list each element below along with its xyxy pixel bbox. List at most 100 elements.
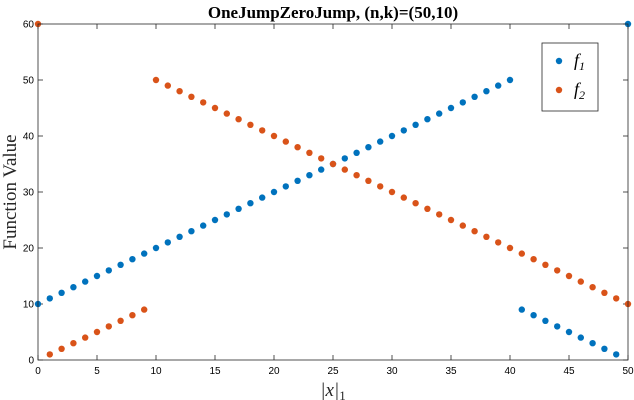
- data-point-f1: [82, 278, 89, 285]
- x-tick-label: 5: [94, 366, 100, 377]
- plot-frame: [37, 23, 629, 361]
- x-tick-label: 0: [35, 366, 41, 377]
- data-point-f2: [46, 351, 53, 358]
- chart-title: OneJumpZeroJump, (n,k)=(50,10): [208, 3, 458, 22]
- data-point-f2: [377, 183, 384, 190]
- data-point-f2: [565, 272, 573, 280]
- legend-marker-f2: [555, 86, 563, 94]
- data-point-f1: [400, 127, 407, 134]
- data-point-f1: [93, 272, 101, 280]
- data-point-f1: [577, 334, 584, 341]
- data-point-f2: [353, 172, 360, 179]
- data-point-f2: [530, 256, 537, 263]
- data-point-f2: [542, 261, 549, 268]
- x-tick-label: 40: [504, 366, 516, 377]
- data-point-f1: [424, 116, 431, 123]
- x-tick-label: 45: [563, 366, 575, 377]
- data-point-f1: [270, 188, 278, 196]
- y-axis-label: Function Value: [0, 134, 21, 249]
- data-point-f2: [554, 267, 561, 274]
- data-point-f1: [377, 138, 384, 145]
- x-axis-ticks: 0 5 10 15 20 25 30 35 40 45 50: [35, 24, 634, 377]
- data-point-f2: [400, 194, 407, 201]
- data-point-f1: [542, 317, 549, 324]
- data-point-f2: [141, 306, 148, 313]
- data-point-f2: [247, 121, 254, 128]
- data-point-f1: [412, 121, 419, 128]
- data-point-f2: [70, 340, 77, 347]
- x-tick-label: 15: [209, 366, 221, 377]
- data-point-f2: [518, 250, 525, 257]
- x-tick-label: 50: [622, 366, 634, 377]
- data-point-f2: [235, 116, 242, 123]
- data-point-f2: [129, 312, 136, 319]
- data-point-f1: [129, 256, 136, 263]
- legend-label-f1-name: f: [574, 50, 582, 70]
- x-tick-label: 30: [386, 366, 398, 377]
- data-point-f2: [176, 88, 183, 95]
- y-axis-ticks: 0 10 20 30 40 50 60: [23, 20, 628, 367]
- legend-label-f1: f1: [574, 50, 585, 73]
- data-point-f1: [70, 284, 77, 291]
- x-tick-label: 35: [445, 366, 457, 377]
- data-point-f1: [447, 104, 455, 112]
- data-point-f1: [554, 323, 561, 330]
- data-point-f2: [211, 104, 219, 112]
- data-point-f1: [471, 93, 478, 101]
- data-point-f1: [341, 155, 348, 162]
- data-point-f2: [294, 144, 301, 151]
- data-point-f2: [388, 188, 396, 196]
- data-point-f1: [211, 216, 219, 224]
- data-point-f2: [58, 345, 65, 352]
- data-point-f2: [318, 155, 325, 162]
- data-point-f2: [471, 228, 478, 235]
- data-point-f2: [188, 93, 195, 101]
- data-point-f2: [613, 295, 620, 302]
- data-point-f2: [105, 323, 113, 330]
- data-point-f2: [589, 284, 596, 291]
- data-point-f1: [589, 340, 596, 347]
- data-point-f2: [93, 328, 101, 336]
- legend-label-f2-subscript: 2: [579, 88, 585, 102]
- data-points: [34, 20, 632, 358]
- data-point-f1: [247, 200, 254, 207]
- data-point-f1: [483, 88, 490, 95]
- data-point-f2: [436, 211, 443, 218]
- data-point-f1: [58, 289, 65, 296]
- data-point-f2: [601, 289, 608, 296]
- y-tick-label: 30: [23, 188, 35, 199]
- y-tick-label: 50: [23, 76, 35, 87]
- data-point-f2: [223, 110, 230, 117]
- data-point-f2: [447, 216, 455, 224]
- data-point-f1: [223, 211, 230, 218]
- data-point-f2: [577, 278, 584, 285]
- data-point-f2: [164, 82, 171, 89]
- data-point-f1: [365, 144, 372, 151]
- plot-area: [38, 24, 628, 360]
- data-point-f1: [282, 183, 289, 190]
- data-point-f2: [200, 99, 207, 106]
- data-point-f2: [341, 166, 348, 173]
- data-point-f1: [518, 306, 525, 313]
- legend-marker-f1: [555, 57, 563, 65]
- y-tick-label: 0: [28, 356, 34, 367]
- y-tick-label: 20: [23, 244, 35, 255]
- data-point-f2: [424, 205, 431, 212]
- data-point-f2: [82, 334, 89, 341]
- legend-box: [541, 42, 599, 112]
- data-point-f2: [306, 149, 313, 156]
- x-axis-label-main: |x|: [320, 380, 339, 400]
- legend-label-f2: f2: [574, 79, 585, 102]
- data-point-f1: [235, 205, 242, 212]
- data-point-f1: [565, 328, 573, 336]
- data-point-f2: [152, 76, 160, 84]
- data-point-f1: [200, 222, 207, 229]
- data-point-f1: [601, 345, 608, 352]
- data-point-f1: [436, 110, 443, 117]
- data-point-f2: [506, 244, 514, 252]
- data-point-f1: [506, 76, 514, 84]
- data-point-f2: [412, 200, 419, 207]
- legend-label-f2-name: f: [574, 79, 582, 99]
- legend-label-f1-subscript: 1: [579, 59, 585, 73]
